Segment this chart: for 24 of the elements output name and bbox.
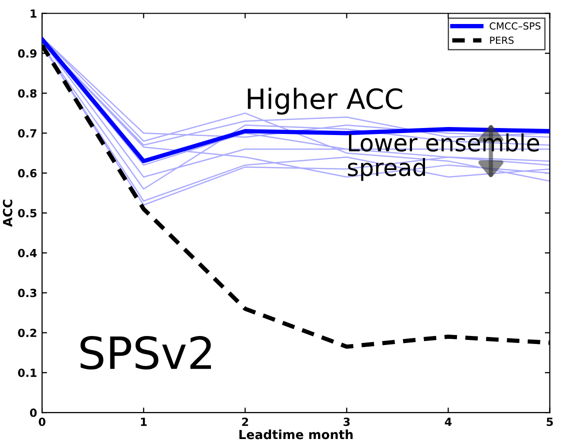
legend-label: PERS (490, 36, 514, 44)
y-tick-label: 0.1 (18, 368, 36, 378)
y-tick-label: 0.9 (18, 49, 37, 58)
x-tick-label: 2 (242, 418, 248, 426)
y-tick-label: 0.8 (18, 89, 37, 98)
x-tick-label: 0 (38, 418, 46, 426)
y-tick-label: 0.5 (18, 208, 36, 218)
annotation: Higher ACC (248, 88, 402, 115)
y-tick-label: 0.4 (18, 248, 37, 258)
legend-label: CMCC–SPS (490, 22, 540, 30)
x-tick-label: 5 (546, 418, 553, 426)
y-tick-label: 0.2 (18, 328, 36, 338)
annotation: SPSv2 (80, 336, 211, 370)
y-tick-label: 0.7 (18, 129, 36, 138)
y-tick-label: 0.3 (18, 288, 36, 298)
x-tick-label: 3 (344, 418, 350, 426)
y-tick-label: 0.6 (18, 169, 37, 178)
y-axis-title: ACC (2, 200, 12, 227)
y-tick-label: 1 (30, 10, 36, 18)
y-tick-label: 0 (30, 408, 37, 417)
x-tick-label: 1 (141, 418, 147, 426)
annotation: Lower ensemble spread (348, 133, 540, 181)
x-axis-title: Leadtime month (239, 430, 353, 440)
x-tick-label: 4 (444, 418, 452, 426)
